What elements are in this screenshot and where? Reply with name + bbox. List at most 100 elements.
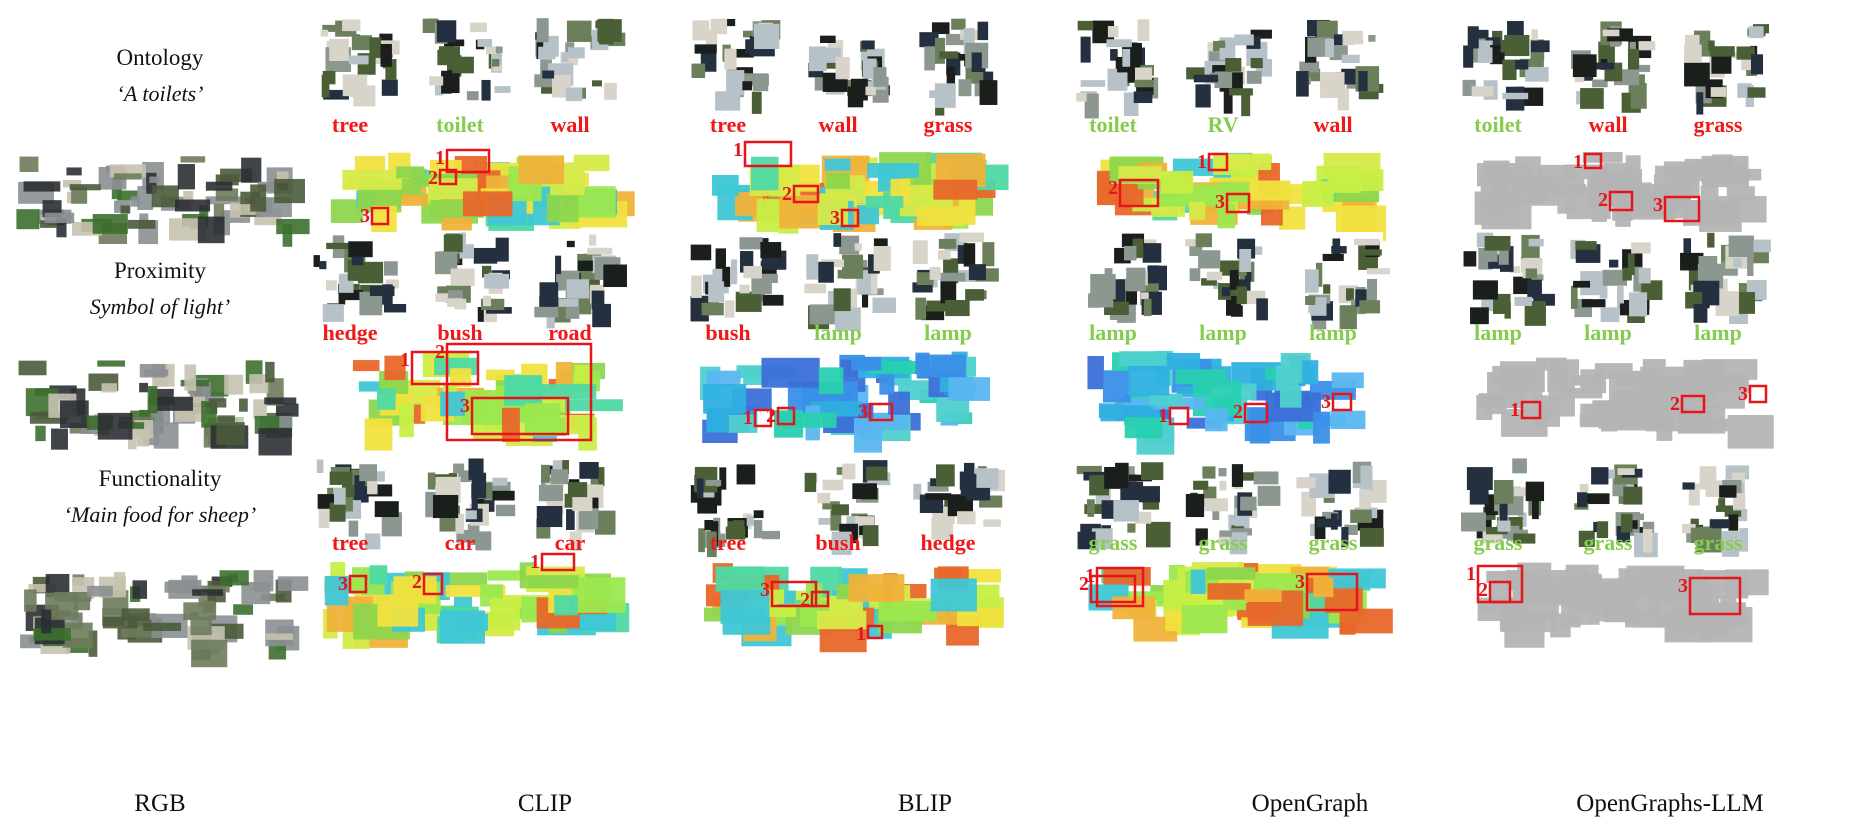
segmentation-scene: [352, 351, 623, 451]
retrieval-label: grass: [1088, 530, 1138, 555]
retrieval-label: RV: [1207, 112, 1239, 137]
rank-number: 3: [1678, 575, 1688, 597]
crop-thumbnail: [800, 18, 890, 108]
rank-number: 3: [858, 401, 868, 423]
rank-box: [1118, 178, 1160, 208]
rank-box: [792, 184, 820, 204]
rank-number: 1: [1466, 563, 1476, 585]
retrieval-label: bush: [705, 320, 751, 345]
rank-box: [470, 396, 570, 436]
retrieval-label: hedge: [920, 530, 976, 555]
segmentation-scene: [711, 152, 1009, 241]
rank-number: 1: [435, 147, 445, 169]
rank-number: 3: [460, 395, 470, 417]
rank-number: 3: [338, 573, 348, 595]
crop-thumbnail: [1295, 458, 1387, 548]
segmentation-scene: [322, 562, 630, 649]
rank-box: [1608, 190, 1634, 212]
rank-number: 2: [1478, 579, 1488, 601]
retrieval-label: tree: [331, 112, 369, 137]
crop-thumbnail: [1680, 232, 1771, 324]
rank-box: [1331, 392, 1353, 412]
crop-thumbnail: [532, 458, 620, 551]
rank-box: [1748, 384, 1768, 404]
retrieval-label: wall: [550, 112, 590, 137]
column-label: OpenGraphs-LLM: [1576, 790, 1764, 817]
crop-thumbnail: [1680, 18, 1770, 115]
retrieval-label: tree: [709, 530, 747, 555]
rank-number: 3: [830, 207, 840, 229]
column-label: RGB: [134, 790, 186, 817]
rgb-scene: [20, 570, 309, 668]
retrieval-label: car: [444, 530, 476, 555]
query-type: Functionality: [98, 466, 222, 491]
retrieval-label: grass: [1473, 530, 1523, 555]
crop-thumbnail: [1460, 232, 1555, 326]
crop-thumbnail: [800, 232, 896, 331]
rank-number: 2: [782, 183, 792, 205]
crop-thumbnail: [532, 232, 627, 329]
crop-thumbnail: [690, 18, 781, 114]
retrieval-label: road: [548, 320, 592, 345]
rank-number: 1: [733, 139, 743, 161]
segmentation-scene: [1096, 152, 1387, 241]
crop-thumbnail: [1075, 18, 1163, 119]
rank-box: [540, 552, 576, 572]
crop-thumbnail: [1460, 458, 1548, 548]
rank-number: 3: [360, 205, 370, 227]
crop-thumbnail: [1075, 458, 1171, 550]
crop-thumbnail: [1075, 232, 1167, 323]
rank-number: 2: [1079, 573, 1089, 595]
crop-thumbnail: [312, 458, 402, 550]
segmentation-scene: [330, 152, 635, 237]
rank-number: 2: [435, 341, 445, 363]
crop-thumbnail: [1570, 232, 1663, 323]
segmentation-scene: [1476, 357, 1774, 449]
crop-thumbnail: [910, 18, 998, 116]
crop-thumbnail: [1680, 458, 1768, 557]
crop-thumbnail: [800, 458, 891, 555]
crop-thumbnail: [422, 458, 516, 551]
rank-number: 3: [760, 579, 770, 601]
rank-box: [743, 140, 793, 168]
rank-number: 1: [1510, 399, 1520, 421]
rank-number: 1: [1573, 151, 1583, 173]
crop-thumbnail: [422, 232, 512, 323]
rank-number: 3: [1738, 383, 1748, 405]
rank-box: [840, 208, 860, 228]
segmentation-scene: [1087, 350, 1366, 455]
rank-box: [1243, 402, 1269, 424]
rank-number: 3: [1215, 191, 1225, 213]
rgb-scene: [18, 360, 299, 456]
retrieval-label: tree: [331, 530, 369, 555]
rank-number: 1: [743, 407, 753, 429]
column-label: BLIP: [897, 790, 953, 817]
rank-box: [370, 206, 390, 226]
rank-box: [866, 624, 884, 640]
segmentation-scene: [1474, 152, 1767, 236]
retrieval-label: lamp: [814, 320, 862, 345]
retrieval-label: bush: [815, 530, 861, 555]
retrieval-label: lamp: [924, 320, 972, 345]
rank-box: [810, 590, 830, 608]
crop-thumbnail: [1295, 18, 1384, 111]
rank-box: [1520, 400, 1542, 420]
crop-thumbnail: [910, 232, 999, 322]
rank-number: 1: [400, 349, 410, 371]
retrieval-label: grass: [1583, 530, 1633, 555]
query-text: Symbol of light’: [89, 294, 231, 319]
retrieval-label: grass: [923, 112, 973, 137]
query-type: Ontology: [116, 45, 204, 70]
rank-box: [868, 402, 894, 422]
rank-number: 2: [766, 405, 776, 427]
crop-thumbnail: [1570, 18, 1658, 113]
retrieval-label: lamp: [1309, 320, 1357, 345]
retrieval-label: tree: [709, 112, 747, 137]
query-text: ‘A toilets’: [116, 81, 204, 106]
rank-number: 2: [412, 571, 422, 593]
rgb-scene: [16, 156, 310, 247]
retrieval-label: lamp: [1694, 320, 1742, 345]
rank-box: [1089, 574, 1137, 604]
rank-box: [445, 342, 593, 442]
